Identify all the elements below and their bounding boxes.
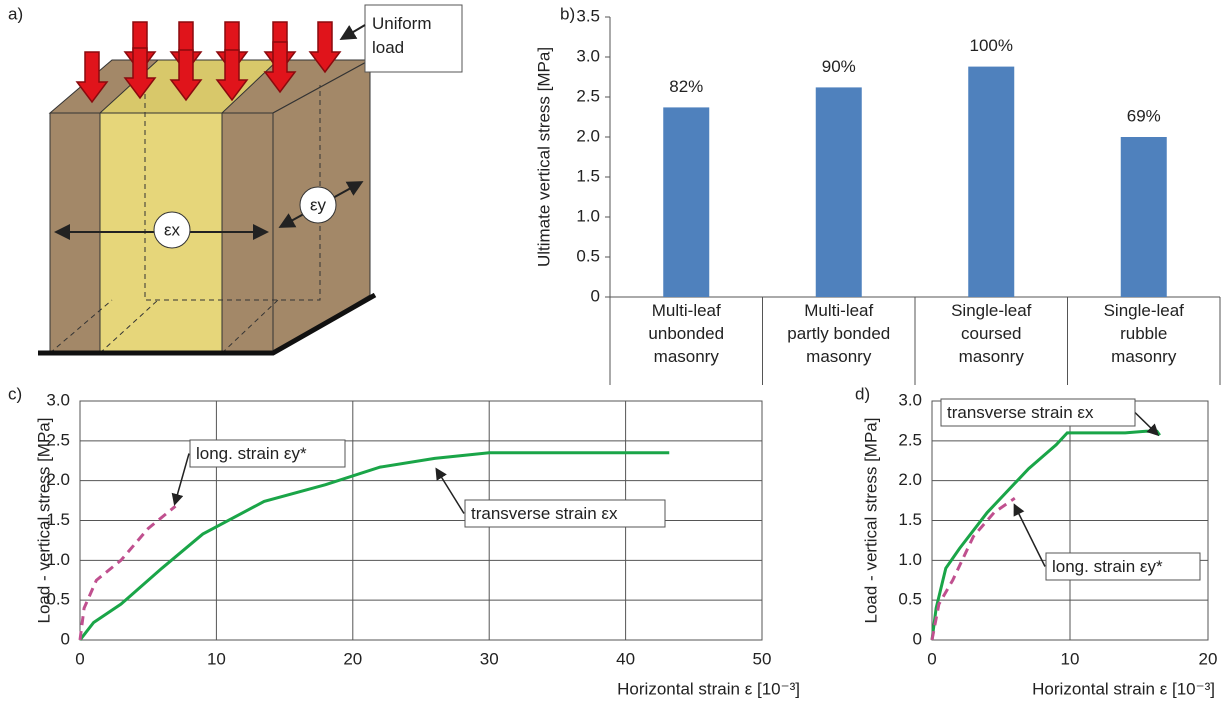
- load-pointer: [343, 25, 365, 38]
- y-tick-label: 3.0: [576, 46, 600, 65]
- x-tick-label: Single-leaf coursed masonry: [915, 299, 1068, 368]
- x-tick-label: 30: [480, 649, 499, 668]
- bar-annotation: 69%: [1127, 106, 1161, 125]
- y-tick-label: 2.0: [46, 470, 70, 489]
- y-tick-label: 0: [591, 286, 600, 305]
- x-tick-label: Single-leaf rubble masonry: [1068, 299, 1221, 368]
- bar: [663, 107, 709, 297]
- strain-x-label: εx: [164, 220, 181, 239]
- x-tick-label: 0: [75, 649, 84, 668]
- y-tick-label: 3.0: [46, 390, 70, 409]
- x-tick-label-box: Multi-leaf unbonded masonry: [610, 299, 763, 379]
- x-tick-label-box: Single-leaf coursed masonry: [915, 299, 1068, 379]
- y-tick-label: 1.0: [46, 550, 70, 569]
- masonry-diagram: εx εy Uniform load a): [8, 4, 462, 353]
- x-tick-label: Multi-leaf unbonded masonry: [610, 299, 763, 368]
- y-tick-label: 3.5: [576, 6, 600, 25]
- figure: εx εy Uniform load a) b) Ultimate vertica…: [0, 0, 1227, 708]
- callout-pointer: [1015, 506, 1045, 567]
- callout-pointer: [437, 470, 464, 514]
- y-tick-label: 1.5: [576, 166, 600, 185]
- bar: [968, 67, 1014, 297]
- bar: [1121, 137, 1167, 297]
- x-tick-label-box: Multi-leaf partly bonded masonry: [763, 299, 916, 379]
- legend-label: transverse strain εx: [471, 504, 618, 523]
- load-label: Uniform load: [372, 12, 460, 60]
- x-axis-label: Horizontal strain ε [10⁻³]: [1032, 679, 1215, 698]
- y-tick-label: 1.5: [898, 510, 922, 529]
- data-line: [80, 506, 175, 640]
- y-tick-label: 2.5: [898, 430, 922, 449]
- load-label-box: Uniform load: [372, 12, 460, 68]
- bar-annotation: 100%: [970, 36, 1013, 55]
- panel-label: b): [560, 4, 575, 23]
- y-tick-label: 2.5: [576, 86, 600, 105]
- y-tick-label: 1.0: [576, 206, 600, 225]
- y-tick-label: 2.0: [576, 126, 600, 145]
- y-tick-label: 0.5: [46, 590, 70, 609]
- y-tick-label: 2.0: [898, 470, 922, 489]
- x-tick-label: 40: [616, 649, 635, 668]
- bar: [816, 87, 862, 297]
- x-tick-label: 10: [1061, 649, 1080, 668]
- y-axis-label: Load - vertical stress [MPa]: [861, 418, 880, 624]
- y-tick-label: 1.0: [898, 550, 922, 569]
- x-tick-label: 20: [343, 649, 362, 668]
- panel-label: c): [8, 384, 22, 403]
- y-tick-label: 1.5: [46, 510, 70, 529]
- x-tick-label: 20: [1199, 649, 1218, 668]
- panel-label: a): [8, 4, 23, 23]
- x-tick-label-box: Single-leaf rubble masonry: [1068, 299, 1221, 379]
- y-tick-label: 0.5: [898, 590, 922, 609]
- x-axis-label: Horizontal strain ε [10⁻³]: [617, 679, 800, 698]
- y-tick-label: 0: [61, 629, 70, 648]
- page: εx εy Uniform load a) b) Ultimate vertica…: [0, 0, 1227, 713]
- legend-label: long. strain εy*: [196, 444, 307, 463]
- bar-annotation: 90%: [822, 57, 856, 76]
- callout-pointer: [175, 454, 189, 504]
- x-tick-label: 10: [207, 649, 226, 668]
- data-line: [932, 431, 1160, 640]
- x-tick-label: 0: [927, 649, 936, 668]
- legend-label: long. strain εy*: [1052, 557, 1163, 576]
- x-tick-label: Multi-leaf partly bonded masonry: [763, 299, 916, 368]
- y-tick-label: 0.5: [576, 246, 600, 265]
- y-axis-label: Ultimate vertical stress [MPa]: [534, 47, 553, 267]
- panel-label: d): [855, 384, 870, 403]
- legend-label: transverse strain εx: [947, 403, 1094, 422]
- y-tick-label: 3.0: [898, 390, 922, 409]
- bar-annotation: 82%: [669, 77, 703, 96]
- x-tick-label: 50: [753, 649, 772, 668]
- strain-y-label: εy: [310, 195, 327, 214]
- y-tick-label: 2.5: [46, 430, 70, 449]
- y-tick-label: 0: [913, 629, 922, 648]
